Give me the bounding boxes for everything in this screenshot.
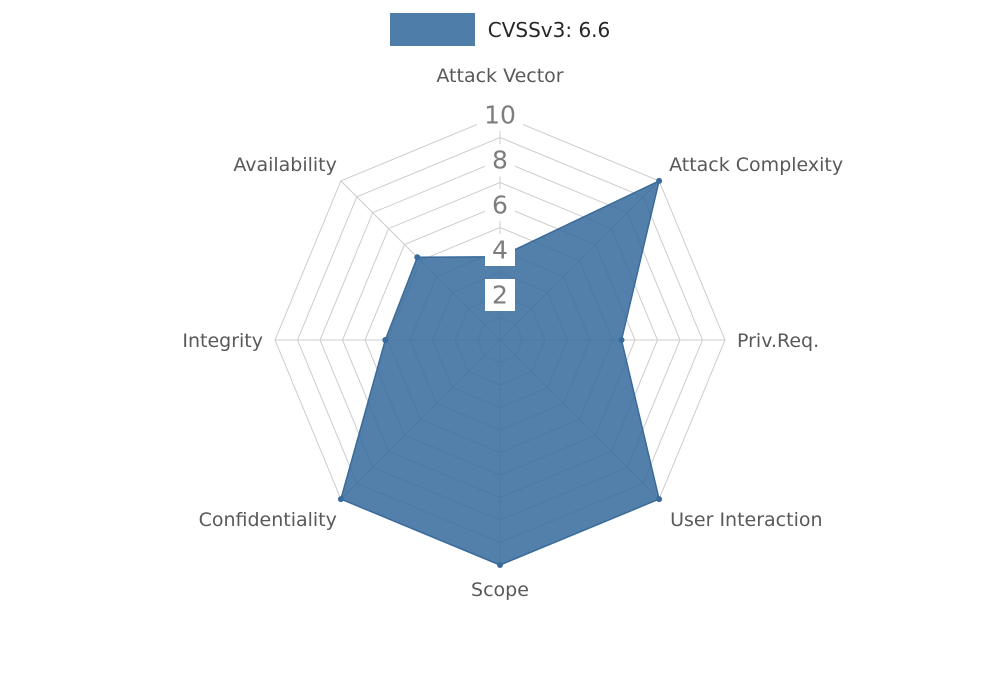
series-vertex bbox=[382, 337, 389, 343]
axis-label-scope: Scope bbox=[471, 579, 529, 601]
legend-swatch bbox=[389, 13, 475, 46]
tick-label-text: 4 bbox=[492, 236, 508, 265]
tick-label-text: 6 bbox=[492, 191, 508, 220]
tick-label: 6 bbox=[485, 189, 515, 221]
tick-label-box bbox=[485, 234, 515, 266]
chart-legend: CVSSv3: 6.6 bbox=[0, 13, 1000, 46]
series-vertex bbox=[656, 496, 663, 503]
axis-label-availability: Availability bbox=[233, 154, 337, 176]
tick-label-box bbox=[485, 279, 515, 311]
axis-label-user-interaction: User Interaction bbox=[670, 509, 822, 531]
tick-label: 8 bbox=[485, 144, 515, 176]
tick-label-box bbox=[485, 144, 515, 176]
series-vertex bbox=[656, 177, 663, 184]
axis-label-attack-complexity: Attack Complexity bbox=[669, 154, 843, 176]
tick-label-text: 10 bbox=[484, 101, 516, 130]
tick-label: 4 bbox=[485, 234, 515, 266]
series-vertex bbox=[337, 496, 344, 503]
series-vertex bbox=[497, 562, 503, 568]
axis-label-attack-vector: Attack Vector bbox=[436, 65, 563, 87]
tick-label: 10 bbox=[477, 99, 523, 131]
tick-label-text: 8 bbox=[492, 146, 508, 175]
tick-label-box bbox=[485, 189, 515, 221]
axis-label-priv-req: Priv.Req. bbox=[737, 330, 819, 352]
legend-label: CVSSv3: 6.6 bbox=[487, 17, 611, 42]
axis-label-confidentiality: Confidentiality bbox=[199, 509, 337, 531]
axis-label-integrity: Integrity bbox=[182, 330, 263, 352]
tick-label: 2 bbox=[485, 279, 515, 311]
tick-label-text: 2 bbox=[492, 281, 508, 310]
tick-label-box bbox=[477, 99, 523, 131]
series-vertex bbox=[414, 254, 421, 261]
series-vertex bbox=[618, 337, 625, 343]
